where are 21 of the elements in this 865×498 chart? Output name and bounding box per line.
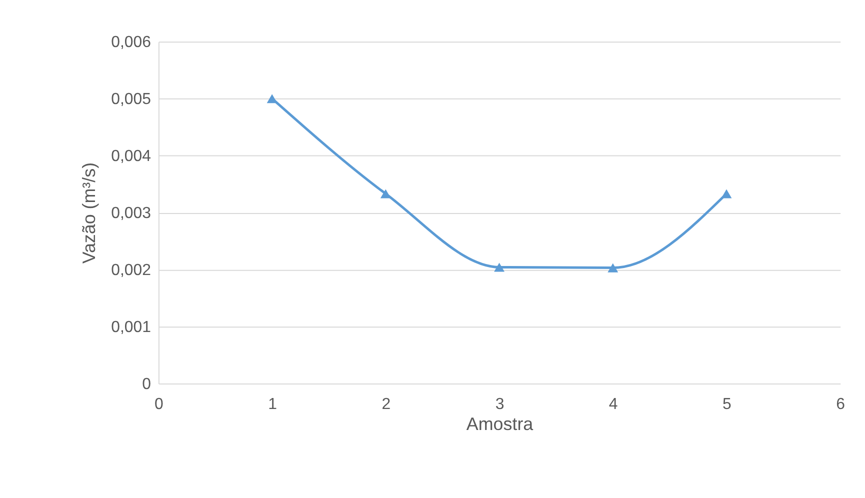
y-tick-label: 0,003 <box>111 205 152 222</box>
y-tick-label: 0,001 <box>111 318 152 336</box>
point <box>380 189 391 198</box>
point <box>721 189 732 198</box>
y-tick-label: 0,006 <box>111 34 152 52</box>
x-axis-title: Amostra <box>466 414 534 434</box>
x-tick-label: 3 <box>495 396 504 413</box>
x-tick-label: 0 <box>154 396 164 413</box>
y-tick-label: 0,005 <box>111 91 152 108</box>
y-tick-label: 0,004 <box>111 148 152 166</box>
point <box>608 263 618 272</box>
point <box>266 94 278 104</box>
x-tick-label: 4 <box>608 396 618 413</box>
x-tick-label: 2 <box>382 396 391 413</box>
x-tick-label: 1 <box>268 396 278 413</box>
y-tick-label: 0,002 <box>111 262 152 279</box>
x-tick-label: 5 <box>722 396 732 413</box>
y-axis-title: Vazão (m³/s) <box>79 162 100 264</box>
point <box>494 262 504 272</box>
x-tick-label: 6 <box>836 396 846 413</box>
y-tick-label: 0 <box>142 376 152 393</box>
